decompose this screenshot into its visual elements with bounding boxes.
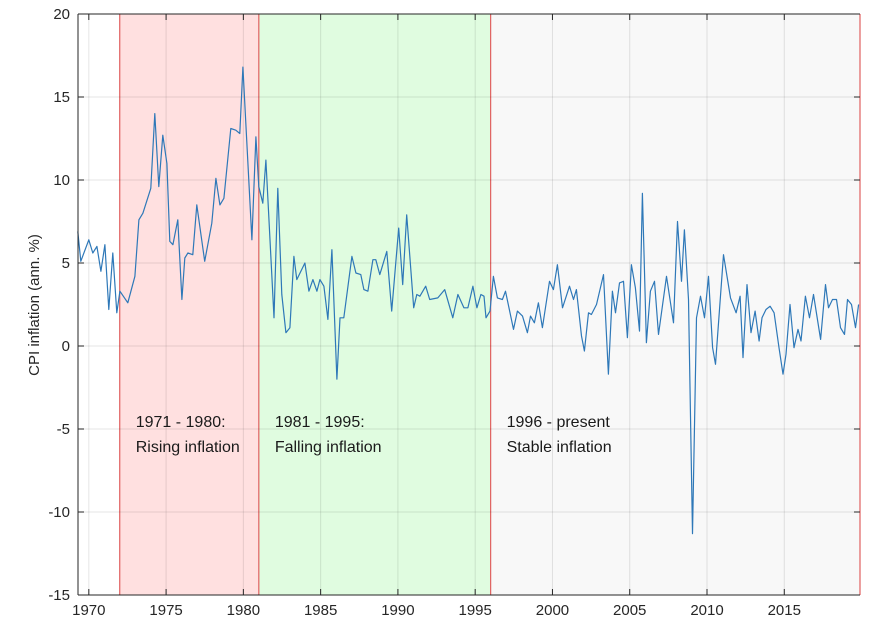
y-axis-label: CPI inflation (ann. %)	[26, 234, 43, 376]
annotations: 1971 - 1980: Rising inflation 1981 - 1995:…	[136, 414, 612, 456]
x-tick-label: 1995	[458, 602, 491, 619]
y-tick-label: -5	[57, 421, 70, 438]
region-label-stable-years: 1996 - present	[507, 414, 611, 431]
x-tick-label: 1980	[227, 602, 260, 619]
region-label-falling-years: 1981 - 1995:	[275, 414, 365, 431]
y-tick-label: -15	[48, 587, 70, 604]
region-rising	[119, 14, 259, 595]
region-label-stable-desc: Stable inflation	[507, 439, 612, 456]
y-tick-label: 10	[53, 172, 70, 189]
x-tick-label: 2005	[613, 602, 646, 619]
x-tick-label: 2015	[768, 602, 801, 619]
x-tick-label: 1975	[149, 602, 182, 619]
series-layer	[77, 66, 860, 535]
x-tick-label: 1985	[304, 602, 337, 619]
x-tick-label: 2010	[690, 602, 723, 619]
y-tick-label: 20	[53, 6, 70, 23]
y-tick-label: -10	[48, 504, 70, 521]
x-tick-label: 2000	[536, 602, 569, 619]
x-tick-label: 1990	[381, 602, 414, 619]
x-tick-label: 1970	[72, 602, 105, 619]
axes: 1970 1975 1980 1985 1990 1995 2000 2005 2010 2015…	[48, 6, 860, 619]
region-stable	[490, 14, 860, 595]
region-label-falling-desc: Falling inflation	[275, 439, 382, 456]
region-label-rising-years: 1971 - 1980:	[136, 414, 226, 431]
series-line-cpi-inflation	[77, 66, 860, 535]
y-tick-label: 15	[53, 89, 70, 106]
y-tick-label: 0	[62, 338, 70, 355]
y-tick-label: 5	[62, 255, 70, 272]
region-falling	[258, 14, 491, 595]
region-label-rising-desc: Rising inflation	[136, 439, 240, 456]
period-regions	[78, 14, 861, 595]
